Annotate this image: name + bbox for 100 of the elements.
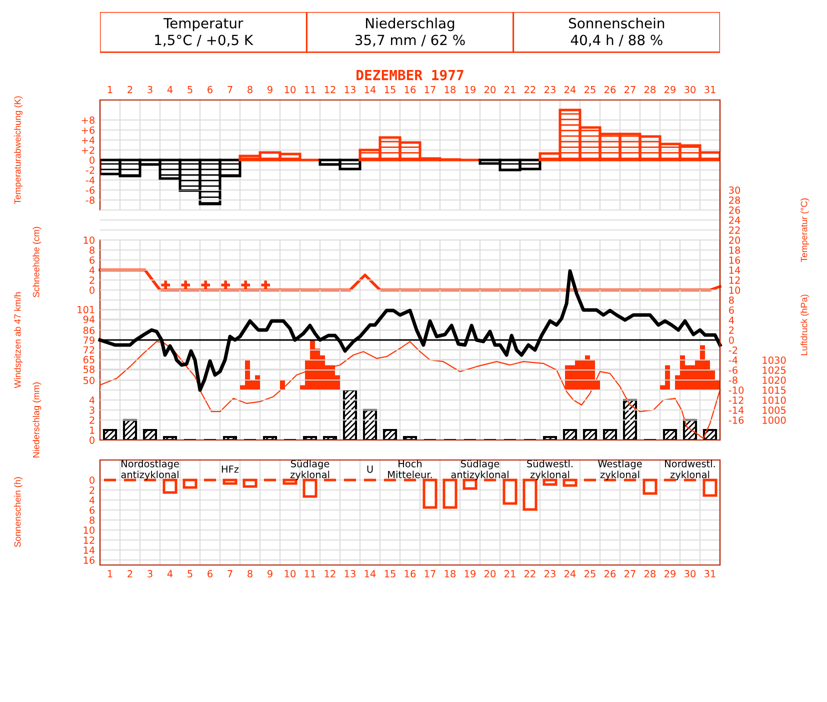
y-tick-label: 8 bbox=[90, 516, 94, 524]
x-tick-label: 7 bbox=[228, 86, 232, 94]
y-tick-label: 8 bbox=[90, 246, 94, 254]
y2-tick-label: -16 bbox=[728, 416, 744, 424]
x-tick-label: 29 bbox=[664, 570, 676, 578]
annotation: Südlage zyklonal bbox=[290, 460, 330, 480]
x-tick-label: 6 bbox=[208, 570, 212, 578]
x-tick-label: 21 bbox=[504, 86, 516, 94]
y-axis-title: Windspitzen ab 47 km/h bbox=[14, 292, 22, 388]
y-tick-label: -8 bbox=[86, 196, 94, 204]
y-tick-label: 1 bbox=[90, 426, 94, 434]
y2-tick-label: 4 bbox=[728, 316, 734, 324]
y-axis-title: Sonnenschein (h) bbox=[14, 477, 22, 547]
y2-axis-title: Temperatur (°C) bbox=[800, 198, 810, 262]
x-tick-label: 4 bbox=[167, 570, 173, 578]
x-tick-label: 16 bbox=[404, 86, 416, 94]
y-tick-label: +2 bbox=[82, 146, 94, 154]
y-tick-label: 0 bbox=[90, 436, 94, 444]
annotation: Westlage zyklonal bbox=[598, 460, 642, 480]
x-tick-label: 26 bbox=[604, 86, 616, 94]
text: 1,5°C / +0,5 K bbox=[155, 34, 254, 47]
x-tick-label: 22 bbox=[524, 570, 536, 578]
y-tick-label: 4 bbox=[89, 496, 95, 504]
y-axis-title: Niederschlag (mm) bbox=[32, 382, 42, 458]
text: Sonnenschein bbox=[569, 18, 664, 28]
x-tick-label: 16 bbox=[404, 570, 416, 578]
x-tick-label: 4 bbox=[167, 86, 173, 94]
x-tick-label: 13 bbox=[344, 570, 356, 578]
x-tick-label: 9 bbox=[268, 86, 272, 94]
annotation: HFz bbox=[222, 466, 239, 473]
y2-tick-label: -8 bbox=[728, 376, 738, 384]
x-tick-label: 20 bbox=[484, 570, 496, 578]
x-tick-label: 3 bbox=[148, 570, 152, 578]
y-tick-label: +8 bbox=[82, 116, 94, 124]
text: Niederschlag bbox=[366, 18, 454, 32]
x-tick-label: 18 bbox=[444, 570, 456, 578]
annotation: Hoch Mitteleur. bbox=[388, 460, 432, 478]
x-tick-label: 5 bbox=[188, 570, 192, 578]
x-tick-label: 27 bbox=[624, 86, 636, 94]
x-tick-label: 7 bbox=[228, 570, 232, 578]
y-tick-label: 4 bbox=[89, 396, 95, 404]
x-tick-label: 23 bbox=[544, 86, 556, 94]
text: 35,7 mm / 62 % bbox=[355, 34, 465, 47]
x-tick-label: 1 bbox=[108, 86, 112, 94]
x-tick-label: 23 bbox=[544, 570, 556, 578]
x-tick-label: 15 bbox=[384, 570, 396, 578]
y-tick-label: 101 bbox=[78, 306, 94, 314]
x-tick-label: 3 bbox=[148, 86, 152, 94]
text: Temperatur bbox=[163, 18, 244, 32]
x-tick-label: 15 bbox=[384, 86, 396, 94]
y2-tick-label: -10 bbox=[728, 386, 744, 394]
y-tick-label: 94 bbox=[83, 316, 95, 323]
x-tick-label: 20 bbox=[484, 86, 496, 94]
x-tick-label: 31 bbox=[704, 570, 716, 578]
y-tick-label: -4 bbox=[86, 176, 95, 184]
annotation: Nordostlage antizyklonal bbox=[121, 460, 179, 480]
y-tick-label: 0 bbox=[90, 476, 94, 484]
y3-tick-label: 1020 bbox=[762, 376, 786, 384]
x-tick-label: 30 bbox=[684, 570, 696, 578]
x-tick-label: 21 bbox=[504, 570, 516, 578]
y2-tick-label: 26 bbox=[729, 206, 740, 214]
x-tick-label: 19 bbox=[464, 86, 476, 94]
x-tick-label: 18 bbox=[444, 86, 456, 94]
x-tick-label: 1 bbox=[108, 570, 112, 578]
x-tick-label: 28 bbox=[644, 86, 656, 94]
text: 40,4 h / 88 % bbox=[570, 34, 662, 47]
y2-tick-label: 28 bbox=[729, 196, 740, 204]
x-tick-label: 10 bbox=[284, 86, 296, 94]
text: DEZEMBER 1977 bbox=[356, 70, 464, 80]
x-tick-label: 2 bbox=[128, 570, 132, 578]
x-tick-label: 24 bbox=[564, 570, 576, 578]
y3-tick-label: 1010 bbox=[762, 396, 786, 404]
x-tick-label: 28 bbox=[644, 570, 656, 578]
x-tick-label: 11 bbox=[304, 86, 316, 94]
y-axis-title: Schneehöhe (cm) bbox=[32, 226, 42, 298]
y-tick-label: 2 bbox=[90, 276, 94, 284]
x-tick-label: 17 bbox=[424, 570, 436, 578]
y2-tick-label: -14 bbox=[728, 406, 744, 414]
y2-tick-label: -2 bbox=[728, 346, 738, 354]
y-tick-label: -6 bbox=[86, 186, 95, 194]
y2-tick-label: 10 bbox=[729, 286, 740, 294]
x-tick-label: 31 bbox=[704, 86, 716, 94]
y-tick-label: 0 bbox=[90, 286, 94, 294]
y-axis-title: Temperaturabweichung (K) bbox=[14, 96, 22, 204]
y-tick-label: 72 bbox=[84, 346, 94, 354]
x-tick-label: 29 bbox=[664, 86, 676, 94]
y2-tick-label: -6 bbox=[728, 366, 738, 374]
y3-tick-label: 1005 bbox=[762, 406, 786, 414]
x-tick-label: 14 bbox=[364, 86, 376, 94]
x-tick-label: 8 bbox=[248, 570, 252, 578]
y2-tick-label: 24 bbox=[729, 216, 740, 224]
x-tick-label: 12 bbox=[324, 570, 336, 578]
y2-tick-label: 2 bbox=[729, 326, 734, 334]
x-tick-label: 2 bbox=[128, 86, 132, 94]
x-tick-label: 5 bbox=[188, 86, 192, 94]
y-tick-label: 79 bbox=[84, 336, 94, 344]
y2-tick-label: 30 bbox=[729, 186, 740, 194]
y2-tick-label: -12 bbox=[728, 396, 744, 404]
y2-tick-label: 6 bbox=[729, 306, 734, 314]
annotation: Nordwestl. zyklonal bbox=[665, 460, 715, 480]
